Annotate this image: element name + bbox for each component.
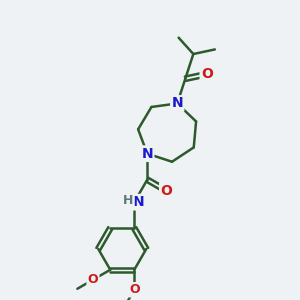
Text: N: N	[172, 97, 183, 110]
Text: O: O	[129, 283, 140, 296]
Text: O: O	[160, 184, 172, 198]
Text: O: O	[88, 273, 98, 286]
Text: N: N	[142, 147, 153, 161]
Text: N: N	[133, 195, 144, 209]
Text: H: H	[123, 194, 134, 207]
Text: O: O	[201, 67, 213, 81]
